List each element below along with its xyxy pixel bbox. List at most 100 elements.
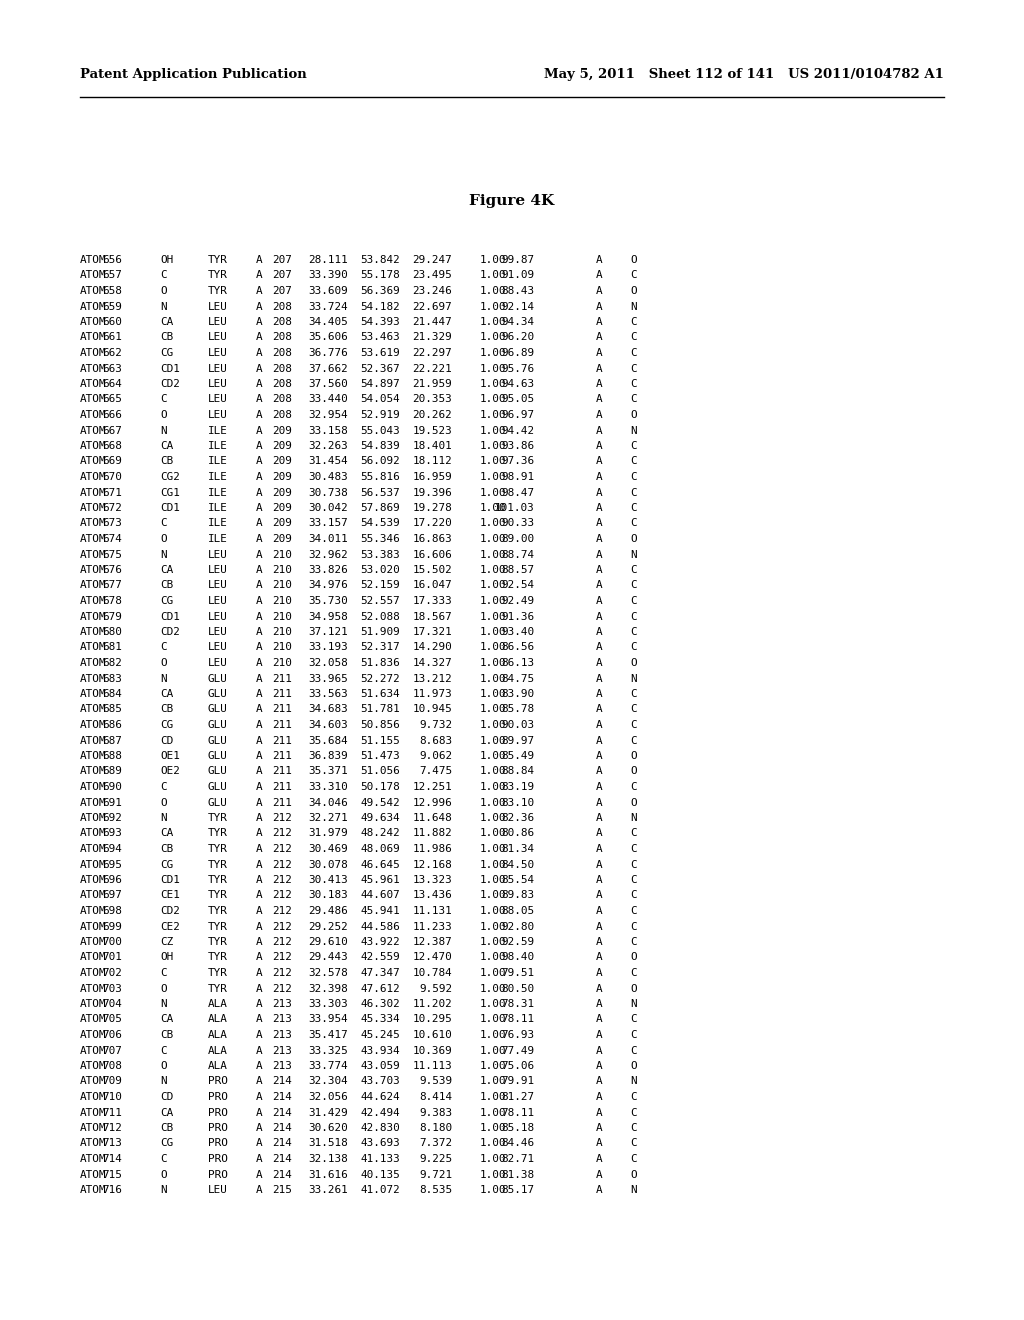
- Text: 53.020: 53.020: [360, 565, 400, 576]
- Text: A: A: [596, 1015, 603, 1024]
- Text: 703: 703: [102, 983, 122, 994]
- Text: A: A: [596, 797, 603, 808]
- Text: A: A: [596, 395, 603, 404]
- Text: A: A: [596, 611, 603, 622]
- Text: 671: 671: [102, 487, 122, 498]
- Text: A: A: [256, 813, 262, 822]
- Text: A: A: [596, 519, 603, 528]
- Text: 213: 213: [272, 999, 292, 1008]
- Text: 21.959: 21.959: [413, 379, 452, 389]
- Text: 10.784: 10.784: [413, 968, 452, 978]
- Text: 661: 661: [102, 333, 122, 342]
- Text: 210: 210: [272, 611, 292, 622]
- Text: A: A: [256, 535, 262, 544]
- Text: 1.00: 1.00: [479, 255, 506, 265]
- Text: 211: 211: [272, 705, 292, 714]
- Text: ATOM: ATOM: [80, 797, 106, 808]
- Text: C: C: [630, 906, 637, 916]
- Text: 1.00: 1.00: [479, 611, 506, 622]
- Text: LEU: LEU: [208, 611, 228, 622]
- Text: A: A: [596, 843, 603, 854]
- Text: 31.979: 31.979: [308, 829, 348, 838]
- Text: 1.00: 1.00: [479, 1154, 506, 1164]
- Text: 89.83: 89.83: [501, 891, 534, 900]
- Text: 33.563: 33.563: [308, 689, 348, 700]
- Text: 33.158: 33.158: [308, 425, 348, 436]
- Text: 43.703: 43.703: [360, 1077, 400, 1086]
- Text: C: C: [630, 1092, 637, 1102]
- Text: 55.178: 55.178: [360, 271, 400, 281]
- Text: 88.57: 88.57: [501, 565, 534, 576]
- Text: ATOM: ATOM: [80, 1030, 106, 1040]
- Text: O: O: [630, 1170, 637, 1180]
- Text: 75.06: 75.06: [501, 1061, 534, 1071]
- Text: 30.483: 30.483: [308, 473, 348, 482]
- Text: 678: 678: [102, 597, 122, 606]
- Text: 51.836: 51.836: [360, 657, 400, 668]
- Text: 52.272: 52.272: [360, 673, 400, 684]
- Text: 11.973: 11.973: [413, 689, 452, 700]
- Text: 1.00: 1.00: [479, 797, 506, 808]
- Text: 30.183: 30.183: [308, 891, 348, 900]
- Text: A: A: [256, 565, 262, 576]
- Text: 33.440: 33.440: [308, 395, 348, 404]
- Text: TYR: TYR: [208, 255, 228, 265]
- Text: N: N: [630, 673, 637, 684]
- Text: A: A: [596, 781, 603, 792]
- Text: A: A: [256, 425, 262, 436]
- Text: 34.405: 34.405: [308, 317, 348, 327]
- Text: N: N: [160, 425, 167, 436]
- Text: A: A: [256, 751, 262, 762]
- Text: 16.047: 16.047: [413, 581, 452, 590]
- Text: 33.724: 33.724: [308, 301, 348, 312]
- Text: ATOM: ATOM: [80, 689, 106, 700]
- Text: 715: 715: [102, 1170, 122, 1180]
- Text: A: A: [596, 937, 603, 946]
- Text: CA: CA: [160, 1107, 173, 1118]
- Text: 82.36: 82.36: [501, 813, 534, 822]
- Text: A: A: [256, 657, 262, 668]
- Text: 709: 709: [102, 1077, 122, 1086]
- Text: 1.00: 1.00: [479, 627, 506, 638]
- Text: ILE: ILE: [208, 473, 228, 482]
- Text: O: O: [630, 286, 637, 296]
- Text: O: O: [630, 1061, 637, 1071]
- Text: ATOM: ATOM: [80, 781, 106, 792]
- Text: 81.34: 81.34: [501, 843, 534, 854]
- Text: O: O: [630, 657, 637, 668]
- Text: C: C: [630, 317, 637, 327]
- Text: A: A: [256, 286, 262, 296]
- Text: 46.645: 46.645: [360, 859, 400, 870]
- Text: GLU: GLU: [208, 689, 228, 700]
- Text: CB: CB: [160, 1123, 173, 1133]
- Text: ATOM: ATOM: [80, 519, 106, 528]
- Text: ILE: ILE: [208, 535, 228, 544]
- Text: CD2: CD2: [160, 627, 180, 638]
- Text: 83.19: 83.19: [501, 781, 534, 792]
- Text: 16.863: 16.863: [413, 535, 452, 544]
- Text: 696: 696: [102, 875, 122, 884]
- Text: 89.00: 89.00: [501, 535, 534, 544]
- Text: 10.945: 10.945: [413, 705, 452, 714]
- Text: 677: 677: [102, 581, 122, 590]
- Text: 85.54: 85.54: [501, 875, 534, 884]
- Text: A: A: [256, 473, 262, 482]
- Text: 7.475: 7.475: [419, 767, 452, 776]
- Text: 209: 209: [272, 535, 292, 544]
- Text: A: A: [256, 999, 262, 1008]
- Text: A: A: [256, 348, 262, 358]
- Text: 657: 657: [102, 271, 122, 281]
- Text: C: C: [630, 891, 637, 900]
- Text: 32.271: 32.271: [308, 813, 348, 822]
- Text: 212: 212: [272, 937, 292, 946]
- Text: Patent Application Publication: Patent Application Publication: [80, 69, 307, 81]
- Text: N: N: [160, 1185, 167, 1195]
- Text: PRO: PRO: [208, 1092, 228, 1102]
- Text: 1.00: 1.00: [479, 395, 506, 404]
- Text: ATOM: ATOM: [80, 859, 106, 870]
- Text: C: C: [630, 597, 637, 606]
- Text: O: O: [160, 797, 167, 808]
- Text: 714: 714: [102, 1154, 122, 1164]
- Text: 1.00: 1.00: [479, 286, 506, 296]
- Text: 210: 210: [272, 549, 292, 560]
